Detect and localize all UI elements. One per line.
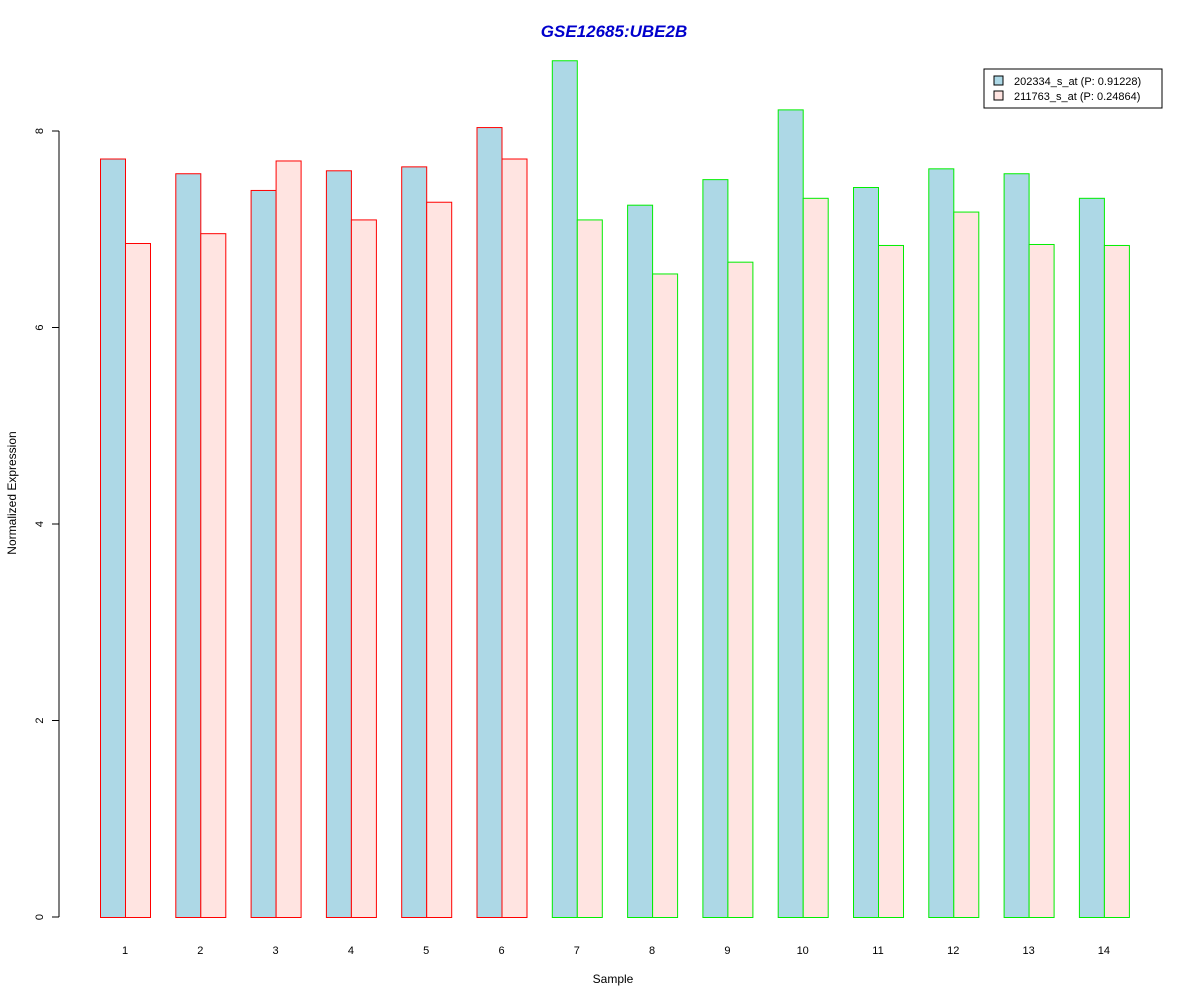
y-tick-label: 8 <box>34 128 46 134</box>
bar-sample-6-series-1 <box>476 127 503 918</box>
bar-sample-13-series-2 <box>1028 243 1055 919</box>
legend-box <box>983 68 1163 109</box>
bar-sample-6-series-2 <box>501 158 528 918</box>
bars <box>100 60 1130 919</box>
bar-sample-14-series-2 <box>1103 244 1130 919</box>
x-tick-label: 3 <box>273 945 279 957</box>
x-tick-label: 9 <box>724 945 730 957</box>
x-tick-labels: 1 2 3 4 5 6 7 8 9 10 11 12 13 14 <box>122 945 1110 957</box>
bar-sample-12-series-1 <box>928 168 955 918</box>
bar-sample-2-series-2 <box>200 233 227 918</box>
bar-sample-8-series-1 <box>627 204 654 918</box>
x-tick-label: 8 <box>649 945 655 957</box>
bar-sample-12-series-2 <box>953 211 980 918</box>
x-tick-label: 7 <box>574 945 580 957</box>
x-tick-label: 14 <box>1098 945 1110 957</box>
bar-sample-1-series-1 <box>100 158 126 918</box>
bar-sample-8-series-2 <box>652 273 679 918</box>
bar-sample-5-series-2 <box>426 201 453 919</box>
legend-swatch-series-1 <box>993 75 1004 86</box>
y-tick-label: 6 <box>34 324 46 330</box>
bar-sample-13-series-1 <box>1003 173 1030 918</box>
x-tick-label: 6 <box>498 945 504 957</box>
y-tick-label: 2 <box>34 717 46 723</box>
x-tick-label: 11 <box>872 945 883 957</box>
bar-sample-14-series-1 <box>1078 197 1105 918</box>
bar-sample-1-series-2 <box>125 243 151 918</box>
x-tick-label: 1 <box>122 945 128 957</box>
bar-sample-5-series-1 <box>401 166 428 918</box>
chart-title: GSE12685:UBE2B <box>541 22 687 41</box>
x-tick-label: 4 <box>348 945 354 957</box>
bar-sample-7-series-1 <box>551 60 578 918</box>
legend-swatch-series-2 <box>993 90 1004 101</box>
x-tick-label: 10 <box>797 945 809 957</box>
x-tick-label: 12 <box>947 945 959 957</box>
y-axis-title: Normalized Expression <box>5 431 19 554</box>
legend: 202334_s_at (P: 0.91228) 211763_s_at (P:… <box>983 68 1163 109</box>
y-axis: 0 2 4 6 8 <box>34 128 60 920</box>
bar-sample-11-series-1 <box>853 187 879 918</box>
bar-sample-10-series-1 <box>777 109 804 918</box>
bar-sample-2-series-1 <box>175 173 202 918</box>
x-tick-label: 5 <box>423 945 429 957</box>
x-axis-title: Sample <box>593 972 634 986</box>
bar-sample-3-series-2 <box>275 160 302 919</box>
bar-sample-9-series-2 <box>727 261 754 918</box>
bar-sample-9-series-1 <box>702 179 729 918</box>
y-tick-label: 4 <box>34 521 46 527</box>
legend-label-series-1: 202334_s_at (P: 0.91228) <box>1014 76 1141 88</box>
bar-sample-3-series-1 <box>250 189 277 918</box>
x-tick-label: 13 <box>1022 945 1034 957</box>
bar-sample-4-series-1 <box>325 170 352 919</box>
y-tick-label: 0 <box>34 914 46 920</box>
x-tick-label: 2 <box>197 945 203 957</box>
bar-sample-10-series-2 <box>802 197 829 918</box>
legend-label-series-2: 211763_s_at (P: 0.24864) <box>1014 91 1140 103</box>
bar-sample-11-series-2 <box>878 244 904 919</box>
bar-sample-7-series-2 <box>576 219 603 919</box>
bar-sample-4-series-2 <box>350 219 377 919</box>
